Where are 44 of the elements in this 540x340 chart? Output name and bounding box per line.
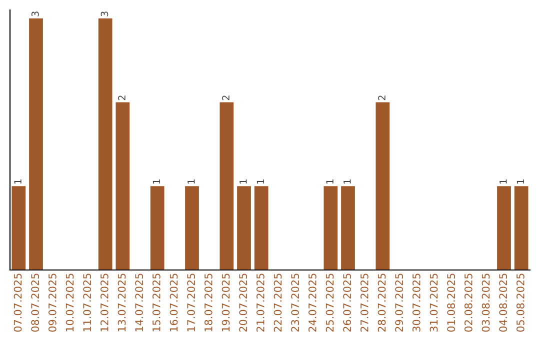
data-label: 2 bbox=[118, 96, 126, 100]
x-tick-label: 28.07.2025 bbox=[378, 274, 386, 332]
x-tick-label: 30.07.2025 bbox=[412, 274, 420, 332]
data-label: 1 bbox=[14, 179, 22, 184]
data-label: 1 bbox=[152, 179, 160, 184]
x-tick-label: 07.07.2025 bbox=[14, 274, 22, 332]
x-tick-label: 15.07.2025 bbox=[152, 274, 160, 332]
x-tick-label: 12.07.2025 bbox=[100, 274, 108, 332]
x-tick-label: 26.07.2025 bbox=[343, 274, 352, 332]
data-label: 1 bbox=[326, 179, 334, 184]
x-tick-label: 03.08.2025 bbox=[482, 274, 490, 332]
data-label: 1 bbox=[240, 179, 247, 184]
data-label: 1 bbox=[256, 179, 264, 184]
x-tick-label: 04.08.2025 bbox=[499, 274, 508, 332]
x-tick-label: 20.07.2025 bbox=[239, 274, 248, 332]
x-tick-label: 29.07.2025 bbox=[395, 274, 404, 332]
x-tick-label: 13.07.2025 bbox=[118, 274, 126, 332]
data-label: 1 bbox=[516, 179, 524, 184]
data-label: 3 bbox=[31, 12, 39, 16]
data-label: 1 bbox=[188, 179, 195, 184]
x-tick-label: 01.08.2025 bbox=[447, 274, 456, 332]
x-tick-label: 14.07.2025 bbox=[135, 274, 144, 332]
data-label: 1 bbox=[344, 179, 351, 184]
x-tick-label: 19.07.2025 bbox=[222, 274, 230, 332]
x-tick-label: 16.07.2025 bbox=[170, 274, 178, 332]
x-tick-label: 25.07.2025 bbox=[326, 274, 334, 332]
x-tick-label: 02.08.2025 bbox=[464, 274, 472, 332]
x-tick-label: 31.07.2025 bbox=[430, 274, 438, 332]
x-tick-label: 09.07.2025 bbox=[48, 274, 56, 332]
x-tick-label: 22.07.2025 bbox=[274, 274, 282, 332]
x-tick-label: 23.07.2025 bbox=[291, 274, 300, 332]
x-tick-label: 11.07.2025 bbox=[83, 274, 92, 332]
x-tick-label: 17.07.2025 bbox=[187, 274, 196, 332]
x-tick-label: 24.07.2025 bbox=[308, 274, 316, 332]
data-label: 2 bbox=[222, 96, 230, 100]
data-label: 2 bbox=[378, 96, 386, 100]
x-tick-label: 21.07.2025 bbox=[256, 274, 264, 332]
data-label: 3 bbox=[100, 12, 108, 16]
data-label: 1 bbox=[500, 179, 507, 184]
x-tick-label: 10.07.2025 bbox=[66, 274, 74, 332]
x-tick-label: 05.08.2025 bbox=[516, 274, 524, 332]
x-tick-label: 27.07.2025 bbox=[360, 274, 368, 332]
x-tick-label: 08.07.2025 bbox=[31, 274, 40, 332]
x-tick-label: 18.07.2025 bbox=[204, 274, 212, 332]
